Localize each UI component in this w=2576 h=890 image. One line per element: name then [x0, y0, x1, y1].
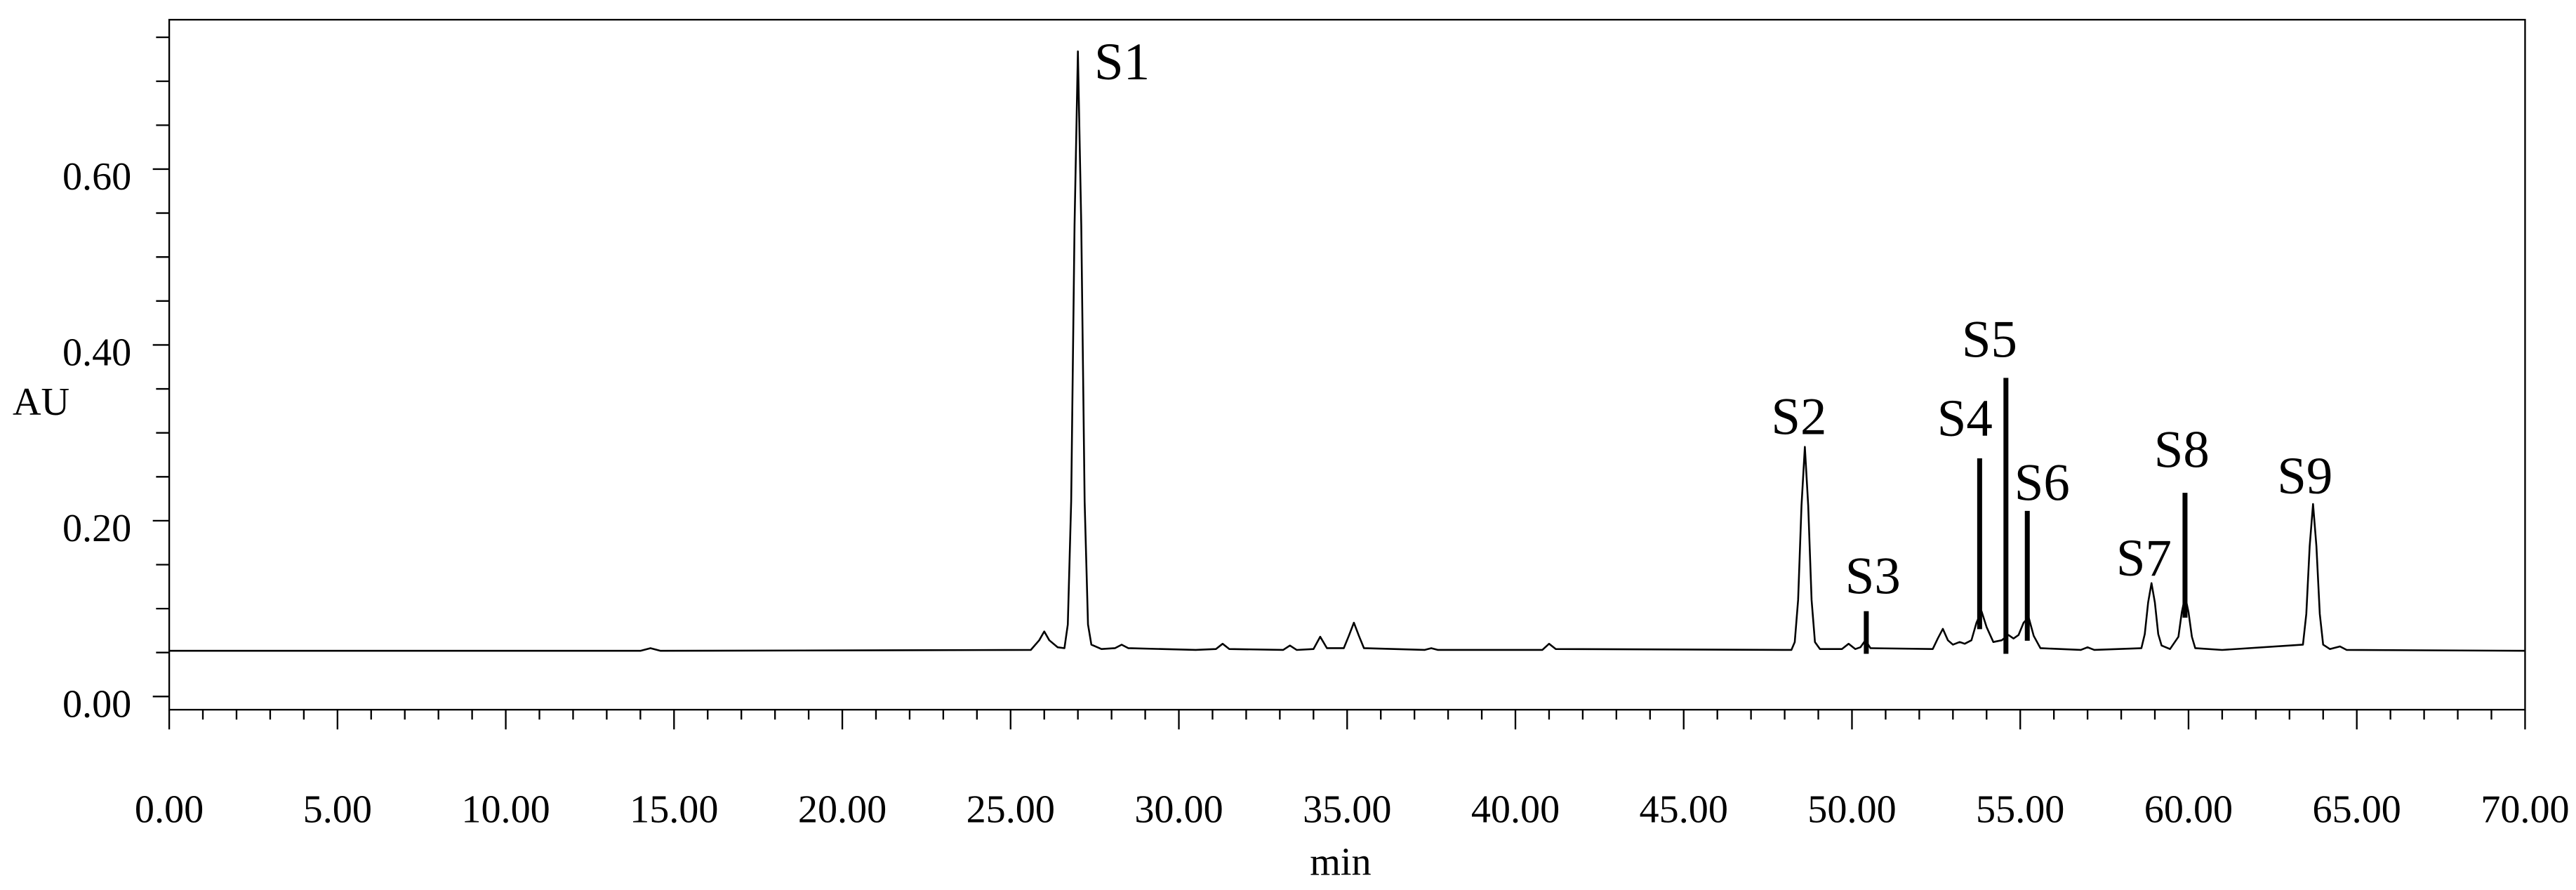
y-tick-label: 0.00 [62, 683, 131, 726]
y-tick-label: 0.60 [62, 155, 131, 199]
x-tick-label: 45.00 [1640, 788, 1728, 831]
peak-label: S4 [1937, 390, 1993, 448]
x-axis-label: min [1310, 840, 1371, 884]
peak-label: S2 [1771, 388, 1826, 446]
x-tick-label: 25.00 [967, 788, 1055, 831]
y-tick-label: 0.40 [62, 331, 131, 375]
x-tick-label: 70.00 [2481, 788, 2569, 831]
plot-frame [168, 18, 2526, 711]
peak-label: S1 [1094, 33, 1150, 91]
x-tick-label: 10.00 [461, 788, 550, 831]
x-tick-label: 60.00 [2144, 788, 2233, 831]
y-axis-label: AU [13, 380, 69, 424]
x-tick-label: 35.00 [1303, 788, 1391, 831]
chromatogram-trace [169, 50, 2525, 652]
x-tick-label: 30.00 [1134, 788, 1223, 831]
peak-label: S3 [1845, 547, 1901, 606]
x-tick-label: 5.00 [303, 788, 372, 831]
x-tick-label: 55.00 [1976, 788, 2064, 831]
x-tick-label: 50.00 [1807, 788, 1896, 831]
peak-label: S7 [2116, 529, 2172, 587]
x-tick-label: 40.00 [1471, 788, 1560, 831]
y-tick-label: 0.20 [62, 507, 131, 550]
peak-label: S9 [2277, 447, 2332, 505]
peak-label: S6 [2014, 453, 2070, 512]
x-tick-label: 65.00 [2313, 788, 2401, 831]
peak-label: S8 [2154, 421, 2210, 479]
x-tick-label: 15.00 [630, 788, 718, 831]
peak-label: S5 [1962, 311, 2017, 369]
x-tick-label: 20.00 [798, 788, 887, 831]
x-tick-label: 0.00 [135, 788, 204, 831]
